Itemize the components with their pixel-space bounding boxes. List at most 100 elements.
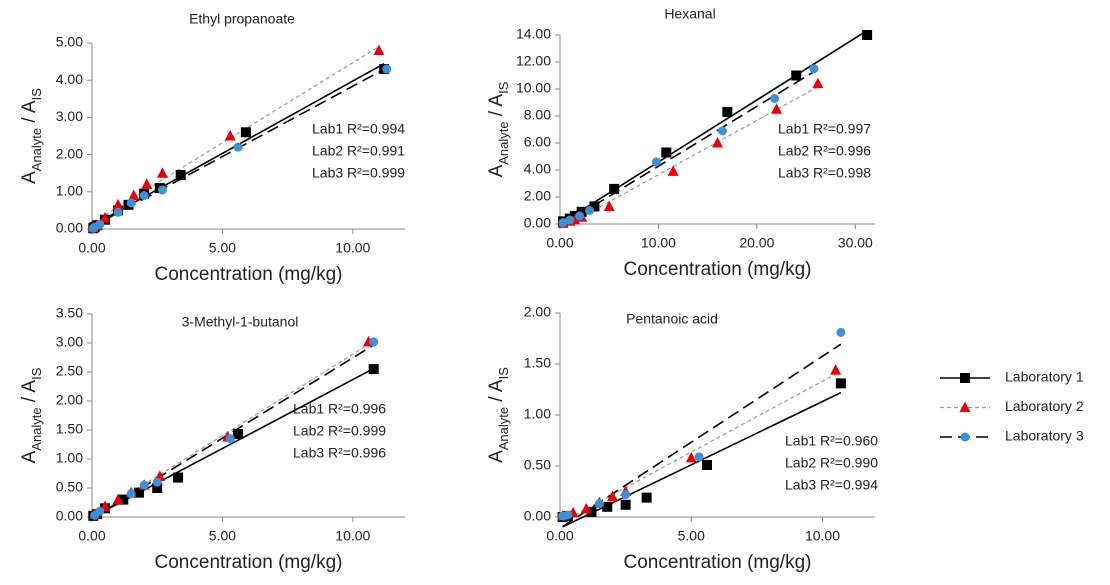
data-point [175, 170, 186, 181]
data-point [133, 487, 144, 498]
y-tick-label: 2.00 [56, 392, 83, 408]
data-point [812, 77, 824, 89]
y-axis-label-part: / A [486, 379, 507, 407]
data-point [240, 127, 251, 138]
y-tick-label: 0.00 [524, 508, 551, 524]
data-point [95, 506, 105, 516]
y-tick-label: 10.00 [516, 80, 551, 96]
legend-marker [959, 401, 971, 412]
data-point [373, 44, 385, 55]
y-axis-label-part: / A [486, 94, 507, 122]
data-point [152, 483, 163, 493]
data-point [862, 30, 873, 40]
x-tick-label: 10.00 [641, 235, 676, 251]
data-point [118, 494, 129, 505]
data-point [152, 477, 162, 487]
annotation: Lab1 R²=0.994 [312, 121, 405, 137]
data-point [722, 106, 733, 117]
x-tick-label: 20.00 [739, 235, 774, 251]
y-tick-label: 2.00 [524, 304, 551, 320]
y-axis-label-part: IS [496, 367, 511, 380]
y-axis-label-part: A [19, 450, 40, 463]
x-tick-label: 10.00 [335, 528, 370, 544]
x-axis-label: Concentration (mg/kg) [155, 264, 343, 285]
annotation: Lab2 R²=0.999 [293, 423, 386, 439]
x-tick-label: 30.00 [838, 235, 873, 251]
y-tick-label: 1.50 [524, 355, 551, 371]
x-tick-label: 0.00 [546, 235, 573, 251]
annotation: Lab3 R²=0.998 [778, 165, 871, 181]
data-point [641, 492, 652, 503]
x-tick-label: 5.00 [209, 528, 236, 544]
x-tick-label: 5.00 [209, 240, 236, 256]
y-tick-label: 4.00 [524, 161, 551, 177]
y-axis-label-part: / A [19, 100, 40, 128]
data-point [558, 218, 568, 228]
data-point [112, 493, 124, 505]
data-point [139, 191, 149, 201]
data-point [233, 142, 243, 152]
data-point [95, 220, 105, 230]
y-tick-label: 2.00 [56, 145, 83, 161]
data-point [128, 189, 140, 201]
annotation: Lab1 R²=0.997 [778, 121, 871, 137]
y-tick-label: 12.00 [516, 53, 551, 69]
y-tick-label: 0.50 [56, 479, 83, 495]
data-point [685, 451, 697, 463]
data-point [712, 137, 723, 148]
data-point [580, 502, 592, 514]
data-point [589, 201, 600, 212]
data-point [770, 93, 780, 103]
data-point [575, 211, 585, 221]
data-point [586, 506, 597, 517]
y-tick-label: 3.00 [56, 108, 83, 124]
y-tick-label: 4.00 [56, 71, 83, 87]
x-tick-label: 0.00 [78, 528, 105, 544]
x-tick-label: 0.00 [546, 528, 573, 544]
data-point [563, 510, 573, 520]
x-axis-label: Concentration (mg/kg) [624, 552, 812, 573]
trend-line [562, 343, 842, 528]
data-point [369, 337, 379, 347]
y-tick-label: 14.00 [516, 26, 551, 42]
data-point [694, 452, 704, 462]
y-tick-label: 6.00 [524, 134, 551, 150]
data-point [621, 490, 631, 500]
x-axis-label: Concentration (mg/kg) [624, 259, 812, 280]
annotation: Lab2 R²=0.990 [785, 455, 878, 471]
y-tick-label: 0.00 [56, 508, 83, 524]
data-point [233, 429, 244, 440]
data-point [835, 378, 846, 389]
y-tick-label: 1.00 [524, 406, 551, 422]
x-tick-label: 0.00 [78, 240, 105, 256]
legend-marker [960, 373, 970, 383]
y-axis-label-part: A [486, 164, 507, 177]
data-point [609, 183, 620, 194]
x-axis-label: Concentration (mg/kg) [155, 552, 343, 573]
data-point [126, 198, 136, 208]
data-point [603, 200, 615, 211]
data-point [565, 215, 575, 225]
data-point [771, 103, 783, 114]
y-axis-label: AAnalyte / AIS [19, 367, 44, 463]
y-tick-label: 3.50 [56, 305, 83, 321]
y-tick-label: 3.00 [56, 334, 83, 350]
y-axis-label-part: IS [496, 81, 511, 94]
y-tick-label: 1.50 [56, 421, 83, 437]
y-tick-label: 0.50 [524, 457, 551, 473]
y-axis-label-part: Analyte [496, 407, 511, 450]
data-point [667, 165, 679, 176]
data-point [661, 147, 672, 158]
y-axis-label-part: A [19, 171, 40, 184]
data-point [585, 206, 595, 215]
data-point [224, 130, 236, 141]
data-point [717, 126, 727, 136]
data-point [830, 364, 842, 375]
x-tick-label: 5.00 [678, 528, 705, 544]
data-point [368, 364, 379, 375]
data-point [791, 70, 802, 81]
y-tick-label: 1.00 [56, 450, 83, 466]
legend-label: Laboratory 2 [1005, 398, 1084, 414]
annotation: Lab3 R²=0.994 [785, 477, 878, 493]
